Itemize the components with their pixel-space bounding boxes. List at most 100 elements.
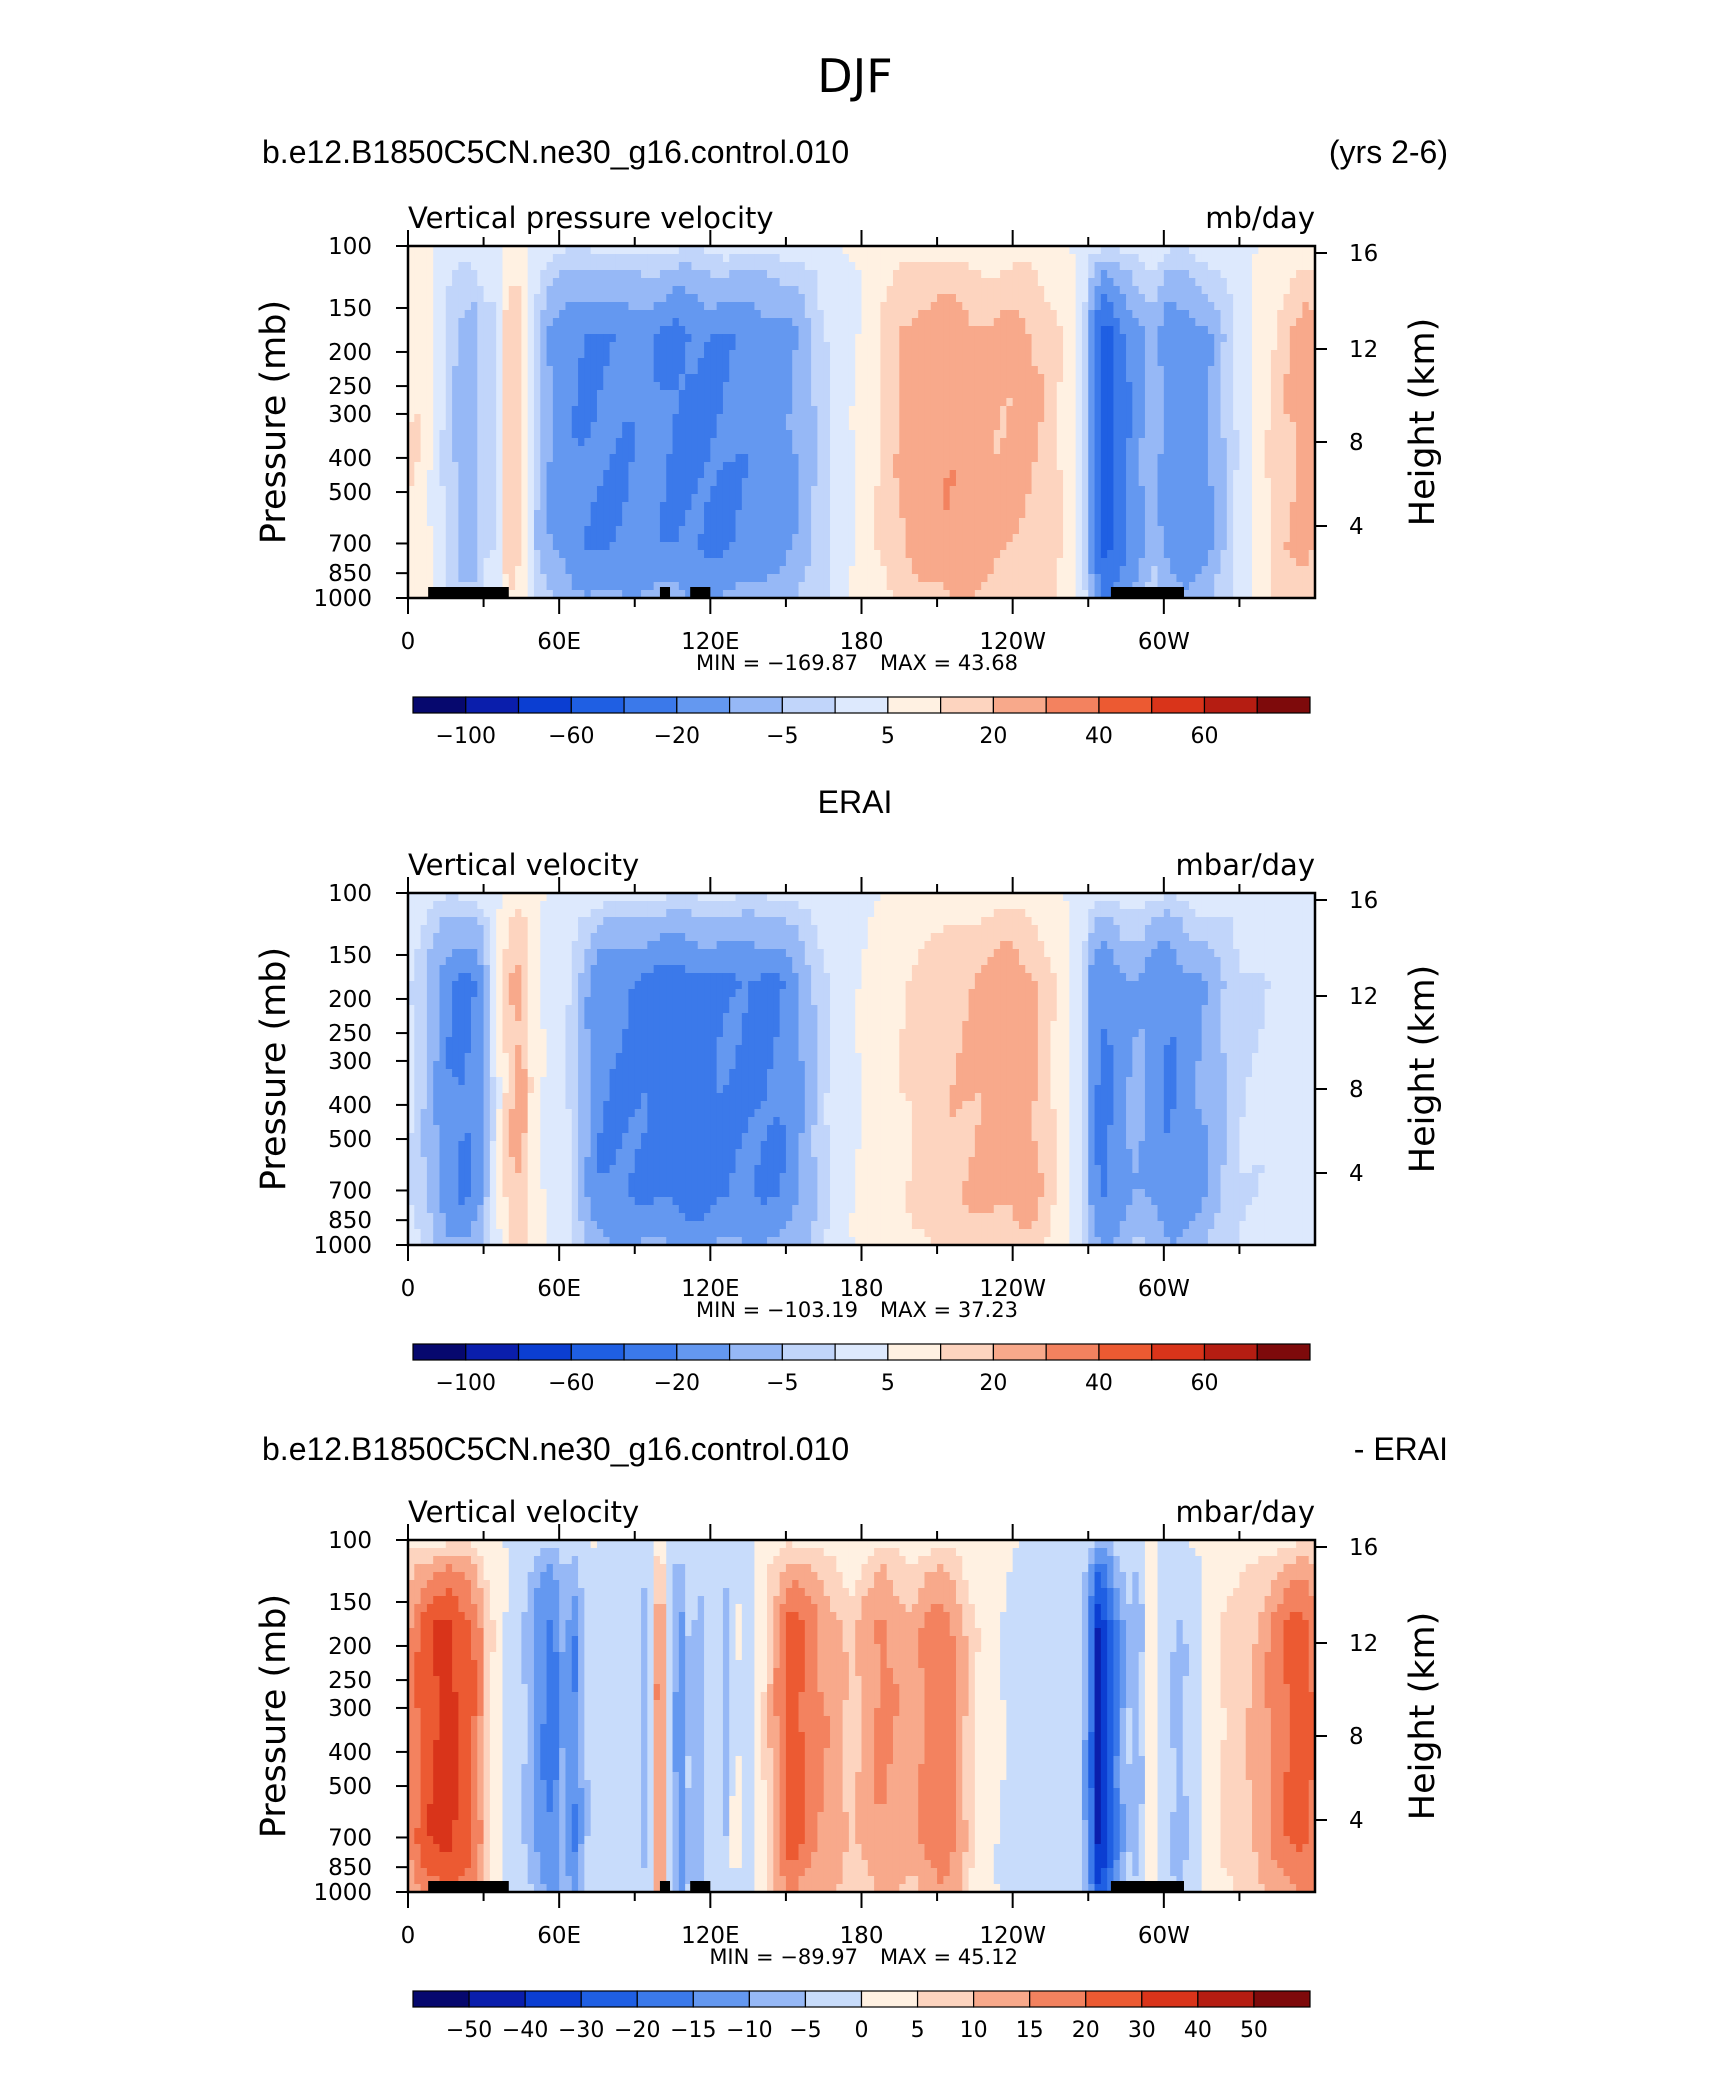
heatmap-cell bbox=[477, 350, 485, 359]
heatmap-cell bbox=[1201, 294, 1209, 303]
heatmap-cell bbox=[1264, 486, 1272, 495]
heatmap-cell bbox=[811, 470, 819, 479]
heatmap-cell bbox=[477, 406, 485, 415]
heatmap-cell bbox=[911, 310, 919, 319]
heatmap-cell bbox=[678, 302, 686, 311]
heatmap-cell bbox=[867, 470, 875, 479]
heatmap-cell bbox=[1100, 350, 1108, 359]
heatmap-cell bbox=[521, 454, 529, 463]
heatmap-cell bbox=[899, 278, 907, 287]
heatmap-cell bbox=[1138, 502, 1146, 511]
heatmap-cell bbox=[836, 366, 844, 375]
heatmap-cell bbox=[955, 502, 963, 511]
heatmap-cell bbox=[760, 470, 768, 479]
heatmap-cell bbox=[527, 486, 535, 495]
heatmap-cell bbox=[559, 478, 567, 487]
heatmap-cell bbox=[760, 430, 768, 439]
heatmap-cell bbox=[716, 454, 724, 463]
heatmap-cell bbox=[1226, 382, 1234, 391]
heatmap-cell bbox=[433, 406, 441, 415]
heatmap-cell bbox=[1182, 382, 1190, 391]
heatmap-cell bbox=[628, 478, 636, 487]
heatmap-cell bbox=[886, 374, 894, 383]
heatmap-cell bbox=[911, 374, 919, 383]
heatmap-cell bbox=[1037, 334, 1045, 343]
heatmap-cell bbox=[729, 270, 737, 279]
heatmap-cell bbox=[489, 262, 497, 271]
heatmap-cell bbox=[685, 518, 693, 527]
heatmap-cell bbox=[817, 350, 825, 359]
heatmap-cell bbox=[955, 254, 963, 263]
heatmap-cell bbox=[1044, 462, 1052, 471]
heatmap-cell bbox=[748, 254, 756, 263]
heatmap-cell bbox=[1258, 254, 1266, 263]
heatmap-cell bbox=[1018, 454, 1026, 463]
heatmap-cell bbox=[628, 366, 636, 375]
heatmap-cell bbox=[603, 318, 611, 327]
heatmap-cell bbox=[955, 334, 963, 343]
heatmap-cell bbox=[1308, 334, 1315, 343]
heatmap-cell bbox=[722, 294, 730, 303]
heatmap-cell bbox=[823, 502, 831, 511]
heatmap-cell bbox=[1270, 414, 1278, 423]
heatmap-cell bbox=[779, 502, 787, 511]
heatmap-cell bbox=[968, 278, 976, 287]
heatmap-cell bbox=[691, 486, 699, 495]
heatmap-cell bbox=[1207, 374, 1215, 383]
heatmap-cell bbox=[848, 446, 856, 455]
heatmap-cell bbox=[1201, 326, 1209, 335]
heatmap-cell bbox=[830, 454, 837, 463]
heatmap-cell bbox=[748, 502, 756, 511]
heatmap-cell bbox=[565, 406, 573, 415]
heatmap-cell bbox=[1107, 510, 1115, 519]
heatmap-cell bbox=[590, 414, 598, 423]
heatmap-cell bbox=[546, 350, 554, 359]
heatmap-cell bbox=[1163, 294, 1171, 303]
heatmap-cell bbox=[804, 438, 812, 447]
heatmap-cell bbox=[1214, 366, 1222, 375]
heatmap-cell bbox=[804, 286, 812, 295]
heatmap-cell bbox=[760, 302, 768, 311]
heatmap-cell bbox=[767, 270, 774, 279]
heatmap-cell bbox=[1037, 494, 1045, 503]
heatmap-cell bbox=[685, 302, 693, 311]
heatmap-cell bbox=[634, 294, 642, 303]
heatmap-cell bbox=[1018, 270, 1026, 279]
heatmap-cell bbox=[911, 462, 919, 471]
heatmap-cell bbox=[408, 374, 415, 383]
heatmap-cell bbox=[886, 510, 894, 519]
heatmap-cell bbox=[603, 502, 611, 511]
heatmap-cell bbox=[729, 518, 737, 527]
heatmap-cell bbox=[565, 246, 573, 255]
heatmap-cell bbox=[565, 374, 573, 383]
heatmap-cell bbox=[1170, 406, 1178, 415]
heatmap-cell bbox=[1170, 414, 1178, 423]
heatmap-cell bbox=[861, 510, 869, 519]
heatmap-cell bbox=[552, 318, 560, 327]
heatmap-cell bbox=[1270, 358, 1278, 367]
heatmap-cell bbox=[1195, 382, 1203, 391]
heatmap-cell bbox=[937, 278, 944, 287]
heatmap-cell bbox=[533, 278, 541, 287]
heatmap-cell bbox=[408, 302, 415, 311]
heatmap-cell bbox=[622, 270, 630, 279]
heatmap-cell bbox=[1081, 278, 1089, 287]
heatmap-cell bbox=[433, 454, 441, 463]
heatmap-cell bbox=[615, 398, 623, 407]
heatmap-cell bbox=[685, 262, 693, 271]
heatmap-cell bbox=[1277, 390, 1285, 399]
heatmap-cell bbox=[962, 334, 970, 343]
heatmap-cell bbox=[634, 262, 642, 271]
heatmap-cell bbox=[1252, 350, 1259, 359]
heatmap-cell bbox=[1132, 334, 1140, 343]
heatmap-cell bbox=[1258, 430, 1266, 439]
heatmap-cell bbox=[420, 358, 428, 367]
heatmap-cell bbox=[855, 246, 863, 255]
heatmap-cell bbox=[848, 462, 856, 471]
heatmap-cell bbox=[899, 358, 907, 367]
heatmap-cell bbox=[533, 286, 541, 295]
heatmap-cell bbox=[433, 310, 441, 319]
heatmap-cell bbox=[716, 246, 724, 255]
heatmap-cell bbox=[943, 246, 951, 255]
heatmap-cell bbox=[1214, 478, 1222, 487]
